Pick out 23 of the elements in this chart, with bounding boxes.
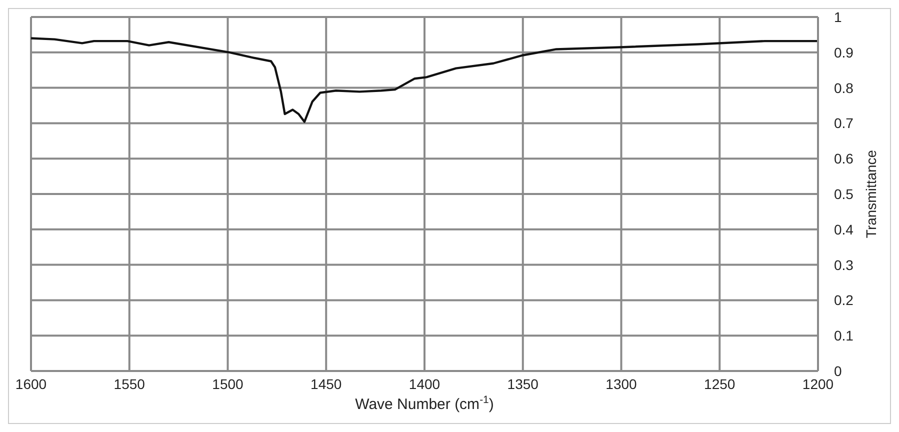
x-tick-label: 1600 bbox=[15, 376, 47, 392]
x-tick-label: 1500 bbox=[212, 376, 244, 392]
x-tick-label: 1450 bbox=[310, 376, 342, 392]
y-tick-label: 0.7 bbox=[834, 115, 854, 132]
y-tick-label: 0.6 bbox=[834, 150, 854, 167]
y-tick-label: 0.1 bbox=[834, 328, 854, 344]
line-series bbox=[31, 37, 818, 123]
y-tick-label: 0.3 bbox=[834, 256, 854, 273]
y-tick-label: 0.9 bbox=[834, 44, 854, 60]
x-tick-label: 1300 bbox=[606, 376, 638, 392]
y-tick-label: 0.5 bbox=[834, 186, 854, 202]
y-tick-label: 0.8 bbox=[834, 80, 854, 96]
x-tick-label: 1200 bbox=[802, 376, 834, 392]
y-tick-label: 1 bbox=[834, 8, 842, 25]
x-tick-label: 1350 bbox=[507, 376, 539, 392]
y-tick-label: 0.2 bbox=[834, 292, 854, 308]
x-tick-label: 1400 bbox=[408, 376, 440, 392]
y-tick-label: 0.4 bbox=[834, 221, 854, 238]
x-tick-label: 1250 bbox=[704, 376, 736, 392]
y-axis-title: Transmittance bbox=[863, 150, 879, 238]
x-tick-label: 1550 bbox=[114, 376, 146, 392]
y-tick-label: 0 bbox=[834, 362, 842, 379]
x-axis-title: Wave Number (cm$^{-1}$) bbox=[355, 394, 494, 413]
